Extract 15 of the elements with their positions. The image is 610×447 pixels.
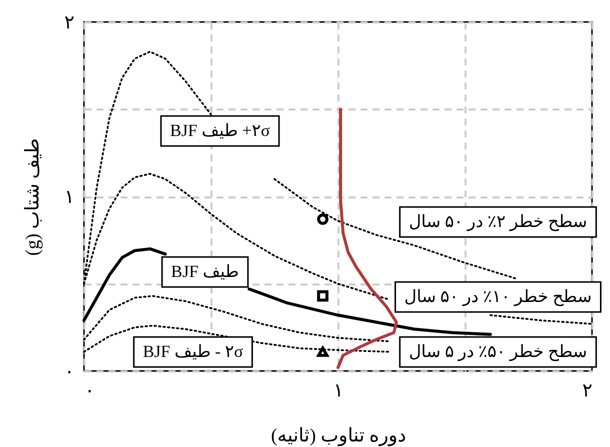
annotation: ۲σ+ طیف BJF (170, 121, 270, 140)
x-tick-label: ۰ (84, 380, 95, 402)
y-tick-label: ۱ (64, 187, 74, 208)
annotation: طیف BJF (171, 262, 239, 281)
annotation: سطح خطر ۲٪ در ۵۰ سال (408, 212, 588, 232)
line-series (336, 108, 398, 370)
y-tick-label: ۰ (64, 362, 74, 382)
x-axis-title: دوره تناوب (ثانیه) (270, 426, 406, 446)
y-axis-title: طیف شتاب (g) (22, 138, 44, 256)
x-tick-label: ۱ (333, 380, 344, 402)
y-tick-label: ۲ (64, 12, 74, 34)
x-tick-label: ۲ (582, 380, 592, 402)
annotation: ۲σ - طیف BJF (142, 342, 244, 361)
annotation: سطح خطر ۱۰٪ در ۵۰ سال (404, 287, 592, 307)
annotation: سطح خطر ۵۰٪ در ۵ سال (408, 342, 588, 362)
